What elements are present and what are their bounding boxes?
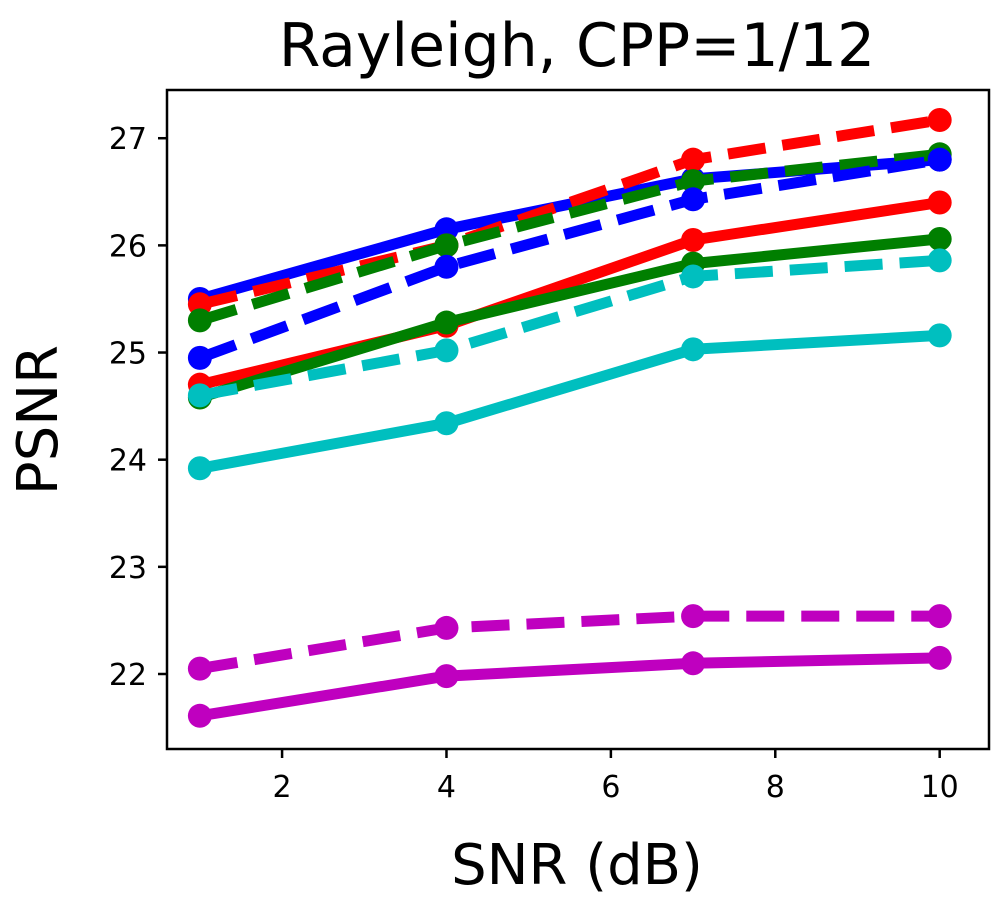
data-point <box>681 264 706 289</box>
x-tick-label: 8 <box>766 770 785 805</box>
data-point <box>187 308 212 333</box>
data-point <box>187 656 212 681</box>
y-tick-label: 22 <box>109 658 147 693</box>
series-line <box>199 652 940 722</box>
data-point <box>927 323 952 348</box>
series-line <box>198 254 941 401</box>
series-cyan-solid <box>187 323 952 481</box>
series-line <box>198 233 941 403</box>
x-tick-label: 4 <box>437 770 456 805</box>
y-tick-label: 23 <box>109 551 147 586</box>
series-cyan-dashed <box>187 248 952 408</box>
y-tick-label: 27 <box>109 122 147 157</box>
series-magenta-solid <box>187 645 952 728</box>
x-tick-label: 6 <box>601 770 620 805</box>
data-point <box>434 664 459 689</box>
data-point <box>927 248 952 273</box>
data-point <box>681 169 706 194</box>
y-tick-label: 26 <box>109 229 147 264</box>
x-axis-label: SNR (dB) <box>451 833 703 897</box>
data-point <box>681 604 706 629</box>
data-point <box>187 383 212 408</box>
data-point <box>681 337 706 362</box>
data-point <box>681 651 706 676</box>
series-line <box>198 148 941 326</box>
series-line <box>199 610 940 675</box>
data-point <box>681 187 706 212</box>
series-layer <box>187 108 952 728</box>
data-point <box>681 147 706 172</box>
data-point <box>187 703 212 728</box>
y-tick-label: 24 <box>109 444 147 479</box>
data-point <box>927 190 952 215</box>
series-blue-dashed <box>187 147 952 370</box>
series-magenta-dashed <box>187 604 952 681</box>
series-green-dashed <box>187 142 952 333</box>
data-point <box>434 233 459 258</box>
data-point <box>927 645 952 670</box>
data-point <box>434 615 459 640</box>
data-point <box>927 226 952 251</box>
y-axis-label: PSNR <box>6 345 71 495</box>
data-point <box>187 345 212 370</box>
y-axis: 22 23 24 25 26 27 <box>109 122 167 693</box>
data-point <box>434 338 459 363</box>
data-point <box>927 108 952 133</box>
series-line <box>197 154 941 364</box>
series-line <box>198 114 941 310</box>
x-axis: 2 4 6 8 10 <box>273 749 959 805</box>
data-point <box>434 411 459 436</box>
x-tick-label: 2 <box>273 770 292 805</box>
data-point <box>187 456 212 481</box>
data-point <box>434 310 459 335</box>
data-point <box>434 254 459 279</box>
chart-title: Rayleigh, CPP=1/12 <box>279 11 875 81</box>
data-point <box>927 147 952 172</box>
y-tick-label: 25 <box>109 337 147 372</box>
x-tick-label: 10 <box>921 770 959 805</box>
data-point <box>681 228 706 253</box>
plot-frame <box>165 88 991 751</box>
series-line <box>198 329 941 474</box>
data-point <box>927 604 952 629</box>
